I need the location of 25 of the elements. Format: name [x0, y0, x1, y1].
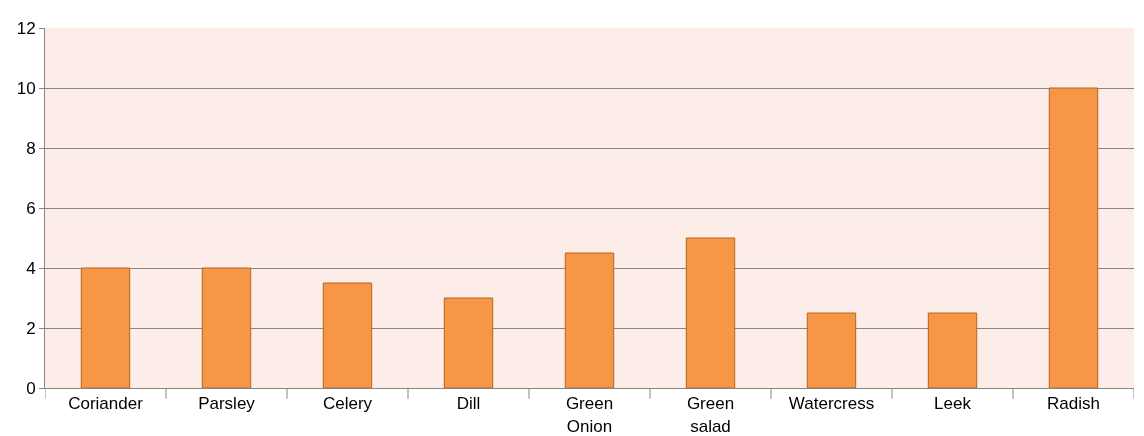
bar	[806, 312, 857, 388]
bar	[685, 237, 736, 388]
y-tick-label: 4	[26, 258, 36, 278]
bar	[443, 297, 494, 388]
x-tick-label: Green salad	[686, 394, 735, 436]
x-tick-label: Green Onion	[565, 394, 614, 436]
bar	[80, 267, 131, 388]
x-tick-label: Dill	[456, 394, 481, 414]
x-tick-label: Watercress	[788, 394, 875, 414]
x-tick-label: Coriander	[68, 394, 144, 414]
y-tick-label: 10	[16, 78, 36, 98]
y-tick-label: 12	[16, 18, 36, 38]
x-tick-label: Leek	[934, 394, 972, 414]
bar	[1048, 87, 1099, 388]
bar	[201, 267, 252, 388]
bar	[927, 312, 978, 388]
y-tick-label: 0	[26, 378, 36, 398]
bar	[322, 282, 373, 388]
y-tick-label: 8	[26, 138, 36, 158]
x-tick-label: Celery	[322, 394, 373, 414]
y-tick-label: 6	[26, 198, 36, 218]
y-tick-label: 2	[26, 318, 36, 338]
x-tick-label: Parsley	[198, 394, 256, 414]
x-tick-label: Radish	[1047, 394, 1100, 414]
bar	[564, 252, 615, 388]
